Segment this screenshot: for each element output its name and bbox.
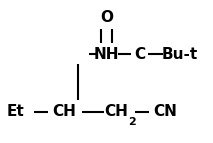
Text: 2: 2 xyxy=(129,117,136,127)
Text: Bu-t: Bu-t xyxy=(162,47,198,62)
Text: Et: Et xyxy=(7,104,25,119)
Text: C: C xyxy=(134,47,145,62)
Text: CH: CH xyxy=(104,104,128,119)
Text: CH: CH xyxy=(52,104,76,119)
Text: CN: CN xyxy=(153,104,177,119)
Text: O: O xyxy=(100,10,113,25)
Text: NH: NH xyxy=(94,47,119,62)
